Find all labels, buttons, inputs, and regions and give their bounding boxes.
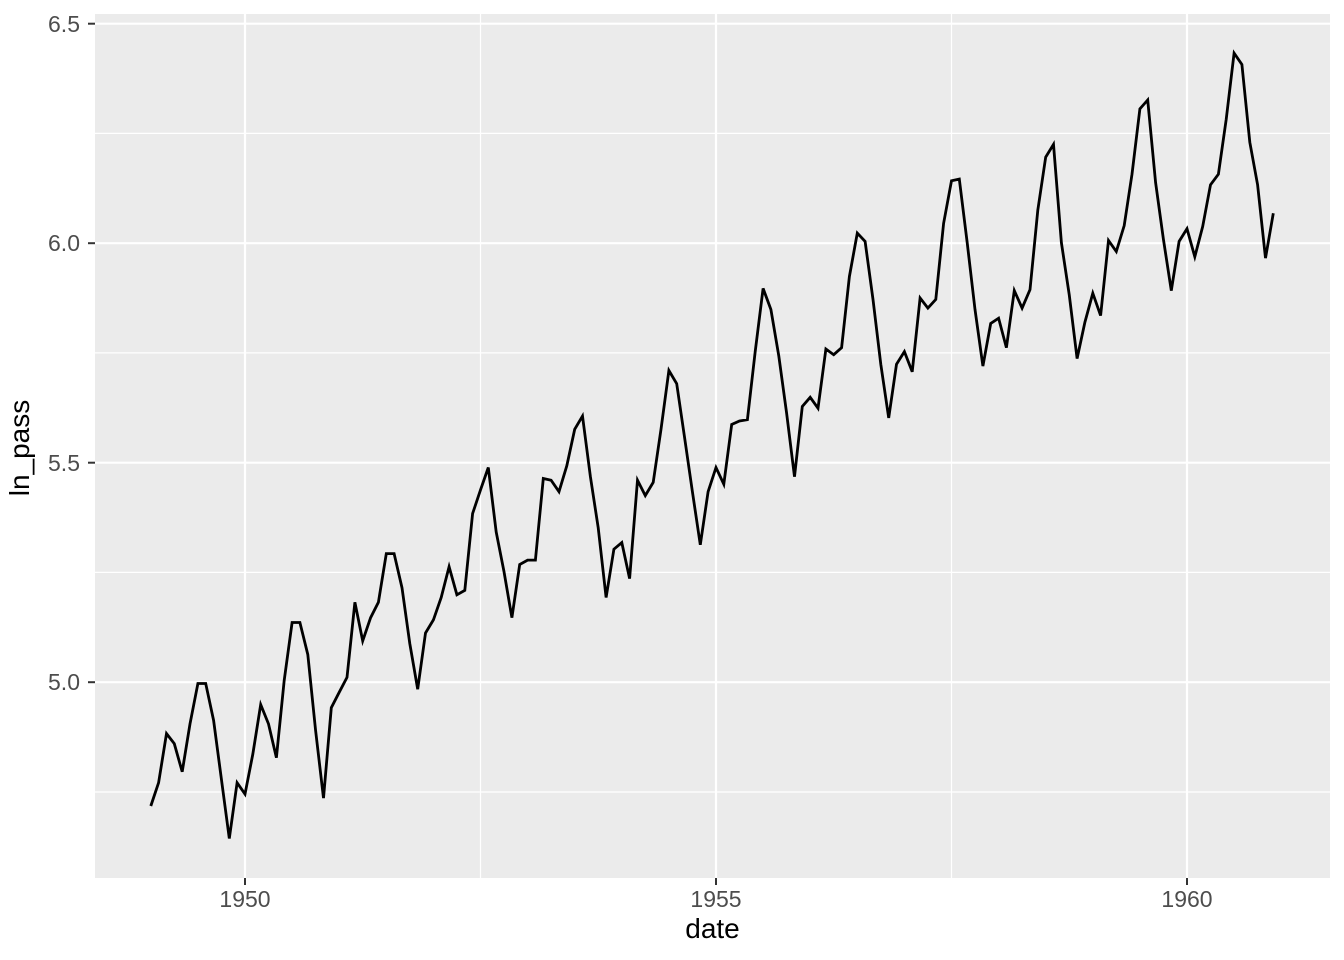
x-tick-label: 1955 (690, 886, 742, 912)
x-tick-label: 1960 (1161, 886, 1213, 912)
data-line-ln_pass (149, 49, 1275, 839)
y-axis-title-text: ln_pass (4, 399, 35, 497)
y-tick-label: 5.0 (48, 669, 80, 695)
y-tick-label: 5.5 (48, 450, 80, 476)
y-tick-label: 6.0 (48, 230, 80, 256)
x-tick-label: 1950 (219, 886, 271, 912)
x-axis-title: date (685, 913, 740, 944)
y-tick-label: 6.5 (48, 11, 80, 37)
plot-panel (95, 14, 1330, 878)
